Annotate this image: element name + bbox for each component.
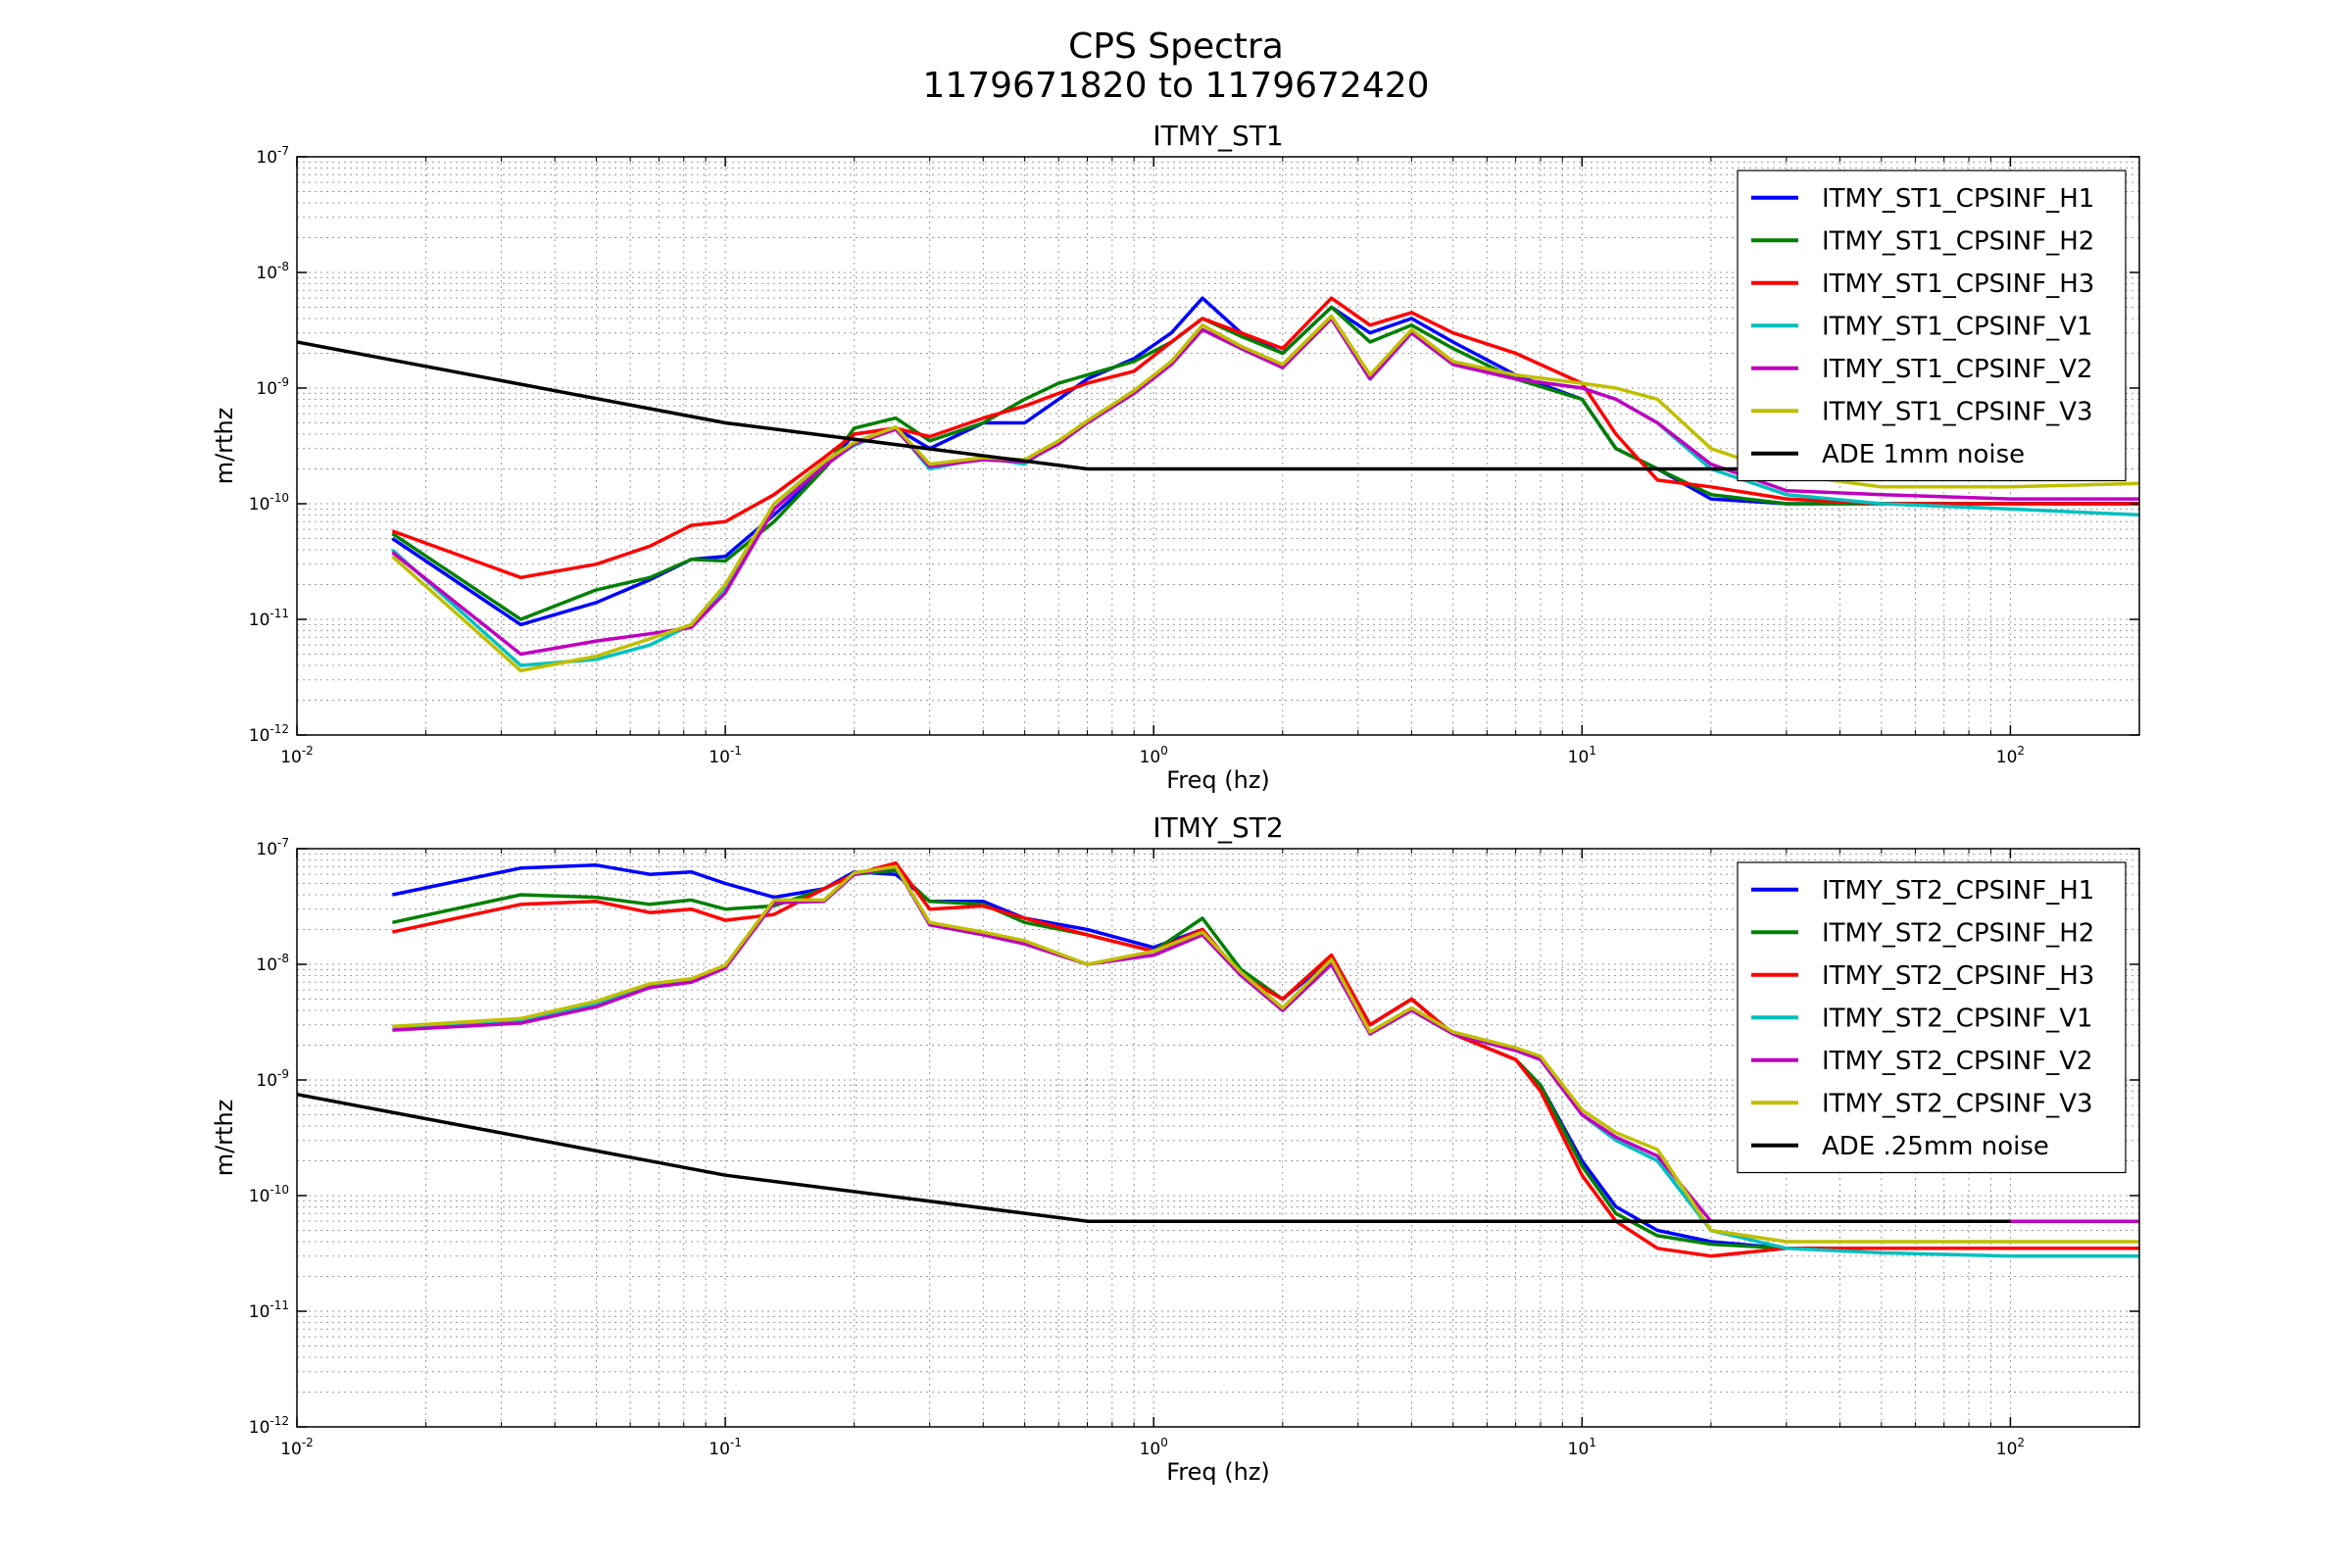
x-tick-label: 10-1 [709,744,742,767]
legend-label: ITMY_ST2_CPSINF_H2 [1822,918,2094,948]
y-axis-label: m/rthz [211,408,238,485]
y-axis-label: m/rthz [211,1100,238,1177]
subplot-itmy-st2: 10-2 10-1 100 101 102 10-12 10-11 10-10 10-9 10-8… [211,811,2140,1486]
y-tick-label: 10-8 [256,952,289,975]
y-tick-label: 10-10 [249,1183,289,1206]
x-tick-label: 102 [1996,1436,2025,1459]
y-tick-label: 10-11 [249,607,289,630]
x-tick-label: 101 [1568,744,1596,767]
y-tick-label: 10-12 [249,722,289,746]
x-tick-label: 10-2 [280,1436,314,1459]
legend-label: ITMY_ST1_CPSINF_V1 [1822,312,2093,341]
legend-label: ITMY_ST1_CPSINF_H1 [1822,184,2094,214]
axes-frame [296,848,2140,1428]
axes-frame [296,156,2140,736]
legend-label: ITMY_ST2_CPSINF_H1 [1822,876,2094,906]
x-tick-label: 10-1 [709,1436,742,1459]
y-tick-label: 10-7 [256,144,289,168]
y-tick-label: 10-11 [249,1298,289,1322]
figure-title: CPS Spectra [1068,26,1284,67]
legend-label: ITMY_ST2_CPSINF_V1 [1822,1004,2093,1033]
y-tick-label: 10-9 [256,375,289,399]
series-line-ade-1mm-noise [297,340,2011,471]
x-tick-label: 100 [1140,1436,1168,1459]
series-group [297,296,2139,673]
y-tick-label: 10-8 [256,260,289,283]
series-line-itmy-st1-cpsinf-h3 [391,296,2139,580]
legend-label: ITMY_ST1_CPSINF_V2 [1822,355,2093,384]
x-tick-label: 10-2 [280,744,314,767]
y-tick-label: 10-10 [249,491,289,514]
legend-label: ITMY_ST1_CPSINF_H2 [1822,226,2094,256]
series-line-ade-25mm-noise [297,1092,2011,1223]
figure-subtitle: 1179671820 to 1179672420 [922,66,1430,106]
series-line-itmy-st2-cpsinf-h2 [392,868,2139,1250]
x-tick-label: 100 [1140,744,1168,767]
legend: ITMY_ST1_CPSINF_H1 ITMY_ST1_CPSINF_H2 ITMY… [1737,170,2127,482]
subplot-title: ITMY_ST1 [1152,120,1283,152]
series-line-itmy-st1-cpsinf-v3 [391,314,2139,673]
x-axis-label: Freq (hz) [1166,1458,1270,1486]
series-group [297,860,2139,1258]
legend-box [1737,861,2127,1174]
legend-label: ADE .25mm noise [1822,1132,2049,1161]
y-tick-label: 10-12 [249,1414,289,1438]
series-line-itmy-st1-cpsinf-v2 [391,317,2139,657]
subplot-title: ITMY_ST2 [1152,811,1283,844]
series-line-itmy-st2-cpsinf-v3 [392,864,2139,1244]
legend-label: ITMY_ST2_CPSINF_H3 [1822,961,2094,991]
y-tick-label: 10-9 [256,1067,289,1091]
legend-label: ITMY_ST1_CPSINF_V3 [1822,397,2093,426]
legend-label: ADE 1mm noise [1822,440,2025,469]
y-tick-label: 10-7 [256,836,289,859]
legend-label: ITMY_ST2_CPSINF_V2 [1822,1047,2093,1076]
legend-box [1737,170,2127,482]
x-tick-label: 102 [1996,744,2025,767]
legend: ITMY_ST2_CPSINF_H1 ITMY_ST2_CPSINF_H2 ITMY… [1737,861,2127,1174]
x-tick-label: 101 [1568,1436,1596,1459]
legend-label: ITMY_ST1_CPSINF_H3 [1822,270,2094,299]
x-axis-label: Freq (hz) [1166,766,1270,794]
legend-label: ITMY_ST2_CPSINF_V3 [1822,1089,2093,1118]
subplot-itmy-st1: 10-2 10-1 100 101 102 10-12 10-11 10-10 10-9 10-8… [211,120,2140,794]
